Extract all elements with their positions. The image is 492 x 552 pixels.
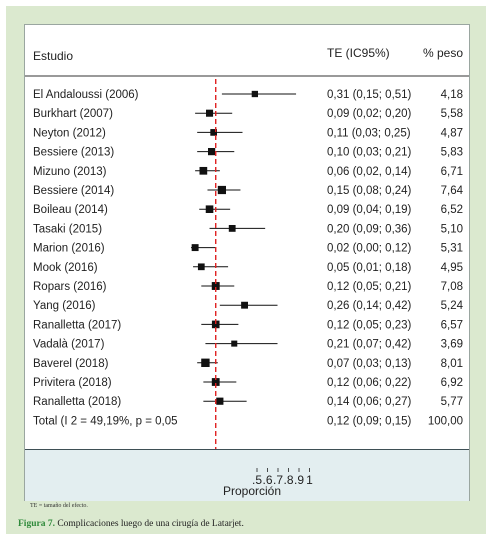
ci-value: 0,26 (0,14; 0,42)	[327, 300, 412, 312]
tick-label: .8	[283, 473, 293, 487]
total-ci-value: 0,12 (0,09; 0,15)	[327, 415, 412, 427]
point-estimate	[210, 129, 217, 136]
x-axis-label: Proporción	[223, 484, 281, 498]
study-label: Baverel (2018)	[33, 358, 109, 370]
ci-value: 0,14 (0,06; 0,27)	[327, 396, 412, 408]
weight-value: 5,77	[441, 396, 463, 408]
study-label: Vadalà (2017)	[33, 339, 105, 351]
forest-plot: Estudio TE (IC95%) % peso El Andaloussi …	[25, 46, 469, 498]
axis-ticks: .5.6.7.8.9 1	[252, 468, 313, 487]
study-label: Mook (2016)	[33, 262, 98, 274]
ci-value: 0,12 (0,06; 0,22)	[327, 377, 412, 389]
weight-value: 5,31	[441, 243, 463, 255]
ci-value: 0,31 (0,15; 0,51)	[327, 89, 412, 101]
point-estimate	[211, 320, 220, 329]
ci-value: 0,15 (0,08; 0,24)	[327, 185, 412, 197]
study-label: El Andaloussi (2006)	[33, 89, 139, 101]
weight-value: 6,52	[441, 204, 463, 216]
study-label: Ranalletta (2017)	[33, 319, 121, 331]
figure-caption: Figura 7. Complicaciones luego de una ci…	[18, 519, 244, 529]
point-estimate	[228, 224, 236, 232]
study-label: Neyton (2012)	[33, 127, 106, 139]
weight-value: 4,18	[441, 89, 463, 101]
ci-value: 0,05 (0,01; 0,18)	[327, 262, 412, 274]
tick-label: .6	[262, 473, 272, 487]
point-estimate	[199, 166, 208, 175]
weight-value: 6,92	[441, 377, 463, 389]
study-label: Ranalletta (2018)	[33, 396, 121, 408]
ci-value: 0,09 (0,04; 0,19)	[327, 204, 412, 216]
point-estimate	[201, 358, 210, 368]
total-label: Total (I 2 = 49,19%, p = 0,05	[33, 415, 178, 427]
study-label: Marion (2016)	[33, 243, 105, 255]
forest-plot-panel: Estudio TE (IC95%) % peso El Andaloussi …	[24, 24, 470, 501]
point-estimate	[205, 205, 214, 213]
study-label: Privitera (2018)	[33, 377, 112, 389]
ci-value: 0,21 (0,07; 0,42)	[327, 339, 412, 351]
weight-value: 3,69	[441, 339, 463, 351]
weight-value: 5,24	[441, 300, 464, 312]
study-label: Burkhart (2007)	[33, 108, 113, 120]
weight-value: 8,01	[441, 358, 463, 370]
study-label: Mizuno (2013)	[33, 166, 107, 178]
weight-value: 6,71	[441, 166, 463, 178]
weight-value: 5,10	[441, 223, 463, 235]
point-estimate	[217, 185, 227, 195]
ci-value: 0,02 (0,00; 0,12)	[327, 243, 412, 255]
figure-label: Figura 7.	[18, 519, 55, 529]
axis-band	[25, 449, 469, 501]
point-estimate	[211, 282, 220, 290]
study-label: Boileau (2014)	[33, 204, 108, 216]
ci-value: 0,10 (0,03; 0,21)	[327, 147, 412, 159]
ci-value: 0,12 (0,05; 0,21)	[327, 281, 412, 293]
point-estimate	[211, 378, 220, 386]
total-weight-value: 100,00	[428, 415, 463, 427]
weight-value: 4,87	[441, 127, 463, 139]
weight-value: 7,08	[441, 281, 463, 293]
weight-value: 4,95	[441, 262, 463, 274]
study-label: Yang (2016)	[33, 300, 96, 312]
point-estimate	[197, 263, 205, 271]
point-estimate	[206, 109, 214, 117]
point-estimate	[191, 244, 199, 252]
tick-label: 1	[306, 473, 313, 487]
tick-label: .9	[294, 473, 304, 487]
ci-value: 0,11 (0,03; 0,25)	[327, 127, 411, 139]
ci-value: 0,09 (0,02; 0,20)	[327, 108, 412, 120]
point-estimate	[207, 147, 216, 156]
weight-value: 5,58	[441, 108, 463, 120]
tick-label: .5	[252, 473, 262, 487]
ci-value: 0,06 (0,02, 0,14)	[327, 166, 412, 178]
ci-value: 0,12 (0,05; 0,23)	[327, 319, 412, 331]
point-estimate	[251, 90, 259, 98]
study-rows: El Andaloussi (2006) 0,31 (0,15; 0,51) 4,1…	[33, 89, 464, 427]
point-estimate	[216, 397, 224, 405]
study-label: Tasaki (2015)	[33, 223, 102, 235]
study-label: Bessiere (2013)	[33, 147, 114, 159]
footnote: TE = tamaño del efecto.	[30, 503, 88, 509]
study-label: Bessiere (2014)	[33, 185, 114, 197]
caption-text: Complicaciones luego de una cirugía de L…	[54, 519, 244, 529]
ci-value: 0,20 (0,09; 0,36)	[327, 223, 412, 235]
ci-value: 0,07 (0,03; 0,13)	[327, 358, 412, 370]
header-weight: % peso	[423, 46, 463, 60]
study-label: Ropars (2016)	[33, 281, 107, 293]
point-estimate	[241, 301, 249, 309]
header-study: Estudio	[33, 49, 73, 63]
weight-value: 7,64	[441, 185, 464, 197]
figure-frame: Estudio TE (IC95%) % peso El Andaloussi …	[6, 6, 486, 534]
weight-value: 5,83	[441, 147, 463, 159]
point-estimate	[231, 340, 238, 347]
weight-value: 6,57	[441, 319, 463, 331]
header-estimate: TE (IC95%)	[327, 46, 390, 60]
tick-label: .7	[273, 473, 283, 487]
